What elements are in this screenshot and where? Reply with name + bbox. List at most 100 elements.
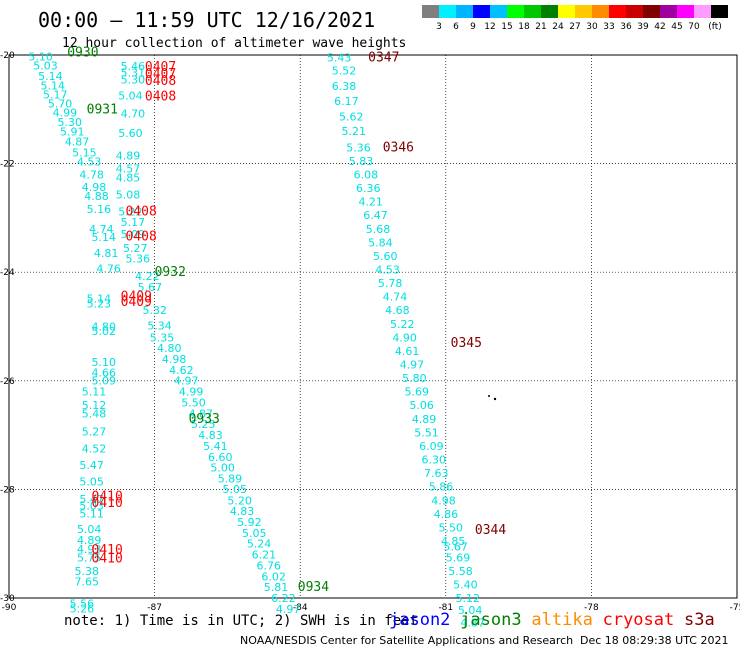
- color-swatch: [524, 5, 541, 18]
- wave-height-label: 4.87: [460, 616, 485, 629]
- wave-height-label: 4.78: [79, 168, 104, 181]
- y-tick-label: -26: [0, 377, 15, 387]
- wave-height-label: 4.83: [198, 429, 223, 442]
- wave-height-label: 6.21: [252, 549, 277, 562]
- pass-time-label: 0345: [451, 336, 482, 351]
- color-swatch: [677, 5, 694, 18]
- legend-cryosat: cryosat: [603, 610, 675, 630]
- wave-height-label: 4.70: [121, 108, 146, 121]
- pass-time-label: 0932: [155, 265, 186, 280]
- legend-altika: altika: [531, 610, 592, 630]
- wave-height-label: 5.62: [339, 110, 364, 123]
- color-scale-label: 6: [453, 22, 459, 32]
- wave-height-label: 5.36: [346, 141, 371, 154]
- wave-height-label: 4.90: [392, 331, 417, 344]
- wave-height-label: 5.60: [118, 127, 143, 140]
- wave-height-label: 6.09: [419, 440, 444, 453]
- pass-time-label: 0410: [92, 551, 123, 566]
- color-swatch: [609, 5, 626, 18]
- wave-height-label: 4.89: [116, 149, 141, 162]
- wave-height-label: 5.51: [414, 426, 439, 439]
- color-swatch: [694, 5, 711, 18]
- wave-height-label: 5.58: [448, 565, 473, 578]
- wave-height-label: 6.02: [261, 570, 286, 583]
- wave-height-label: 5.69: [405, 386, 430, 399]
- wave-height-label: 5.83: [349, 155, 374, 168]
- wave-height-label: 5.67: [443, 540, 468, 553]
- wave-height-label: 4.80: [92, 321, 117, 334]
- legend-jason3: jason3: [460, 610, 521, 630]
- wave-height-label: 4.87: [189, 407, 214, 420]
- wave-height-label: 4.89: [77, 534, 102, 547]
- wave-height-label: 5.02: [92, 325, 117, 338]
- legend-s3a: s3a: [684, 610, 715, 630]
- wave-height-label: 4.61: [395, 345, 420, 358]
- marker-dot: [493, 397, 497, 401]
- x-tick-label: -81: [438, 603, 453, 613]
- x-tick-label: -87: [147, 603, 162, 613]
- wave-height-label: 5.04: [118, 90, 143, 103]
- wave-height-label: 5.43: [327, 52, 352, 65]
- wave-height-label: 5.10: [92, 356, 117, 369]
- wave-height-label: 4.85: [116, 172, 141, 185]
- wave-height-label: 5.86: [429, 481, 454, 494]
- wave-height-label: 5.26: [70, 602, 95, 615]
- wave-height-label: 5.27: [82, 425, 107, 438]
- wave-height-label: 7.65: [75, 576, 100, 589]
- color-swatch: [439, 5, 456, 18]
- wave-height-label: 5.12: [82, 399, 107, 412]
- wave-height-label: 4.87: [65, 135, 90, 148]
- wave-height-label: 6.36: [356, 182, 381, 195]
- y-tick-label: -22: [0, 160, 15, 170]
- color-swatch: [711, 5, 728, 18]
- wave-height-label: 5.05: [79, 475, 104, 488]
- wave-height-label: 4.68: [385, 304, 410, 317]
- color-swatch: [575, 5, 592, 18]
- color-scale-label: 42: [654, 22, 665, 32]
- satellite-legend: jason2 jason3 altika cryosat s3a: [389, 610, 715, 630]
- wave-height-label: 5.04: [458, 604, 483, 617]
- pass-time-label: 0410: [92, 496, 123, 511]
- wave-height-label: 5.75: [77, 551, 102, 564]
- wave-height-label: 5.09: [121, 228, 146, 241]
- wave-height-label: 5.84: [368, 236, 393, 249]
- wave-height-label: 5.41: [203, 440, 228, 453]
- color-scale-label: 21: [535, 22, 546, 32]
- color-swatch: [473, 5, 490, 18]
- wave-height-label: 5.12: [456, 592, 481, 605]
- wave-height-label: 5.23: [87, 298, 112, 311]
- wave-height-label: 5.14: [87, 292, 112, 305]
- wave-height-label: 5.46: [121, 60, 146, 73]
- color-scale-label: 30: [586, 22, 598, 32]
- pass-time-label: 0408: [125, 229, 156, 244]
- wave-height-label: 5.21: [341, 125, 366, 138]
- wave-height-label: 7.63: [424, 467, 449, 480]
- wave-height-label: 4.62: [169, 364, 194, 377]
- wave-height-label: 5.17: [121, 216, 146, 229]
- color-scale-label: 15: [501, 22, 512, 32]
- wave-height-label: 5.67: [138, 281, 163, 294]
- color-swatch: [643, 5, 660, 18]
- wave-height-label: 4.53: [375, 263, 400, 276]
- wave-height-label: 5.10: [28, 51, 53, 64]
- wave-height-label: 6.76: [257, 559, 282, 572]
- wave-height-label: 5.22: [390, 318, 415, 331]
- pass-time-label: 0408: [125, 204, 156, 219]
- wave-height-label: 4.88: [84, 190, 109, 203]
- footer-timestamp: Dec 18 08:29:38 UTC 2021: [580, 634, 728, 647]
- wave-height-label: 4.53: [77, 155, 102, 168]
- x-tick-label: -75: [730, 603, 740, 613]
- pass-time-label: 0344: [475, 523, 506, 538]
- pass-time-label: 0930: [67, 45, 98, 60]
- wave-height-label: 5.11: [82, 386, 107, 399]
- wave-height-label: 6.47: [363, 209, 388, 222]
- color-scale-label: 33: [603, 22, 614, 32]
- color-scale-label: (ft): [708, 22, 722, 32]
- wave-height-label: 4.21: [358, 196, 383, 209]
- footer-note: note: 1) Time is in UTC; 2) SWH is in fe…: [64, 613, 418, 629]
- wave-height-label: 5.06: [409, 399, 434, 412]
- color-scale-label: 24: [552, 22, 564, 32]
- pass-time-label: 0409: [121, 290, 152, 305]
- wave-height-label: 6.38: [332, 80, 357, 93]
